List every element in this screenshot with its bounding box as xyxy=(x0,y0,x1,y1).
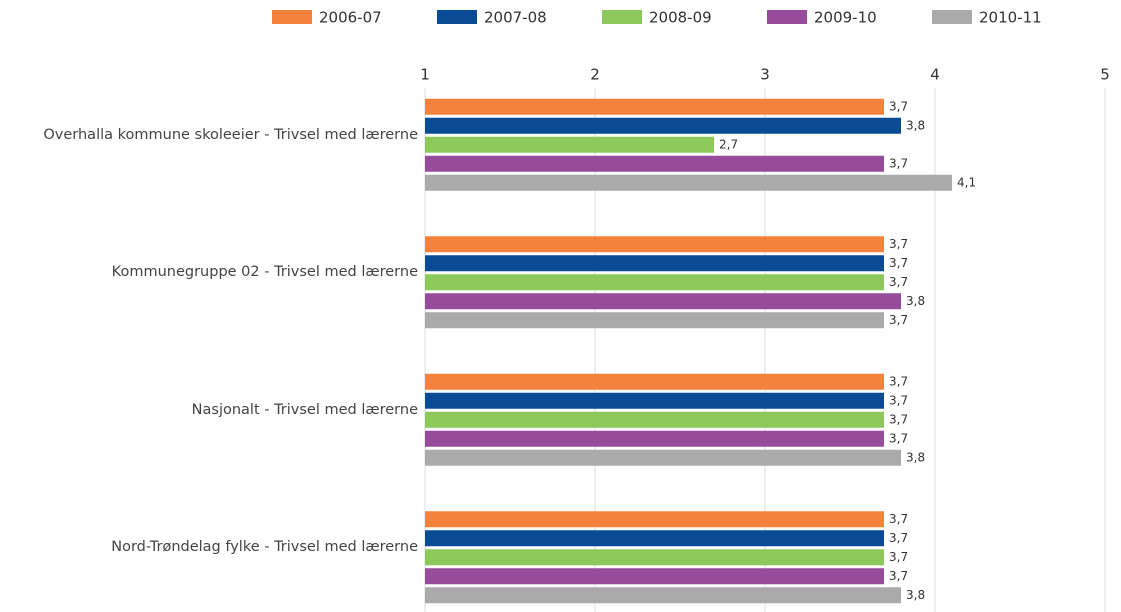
value-label: 3,7 xyxy=(889,393,908,407)
value-label-bg xyxy=(886,412,914,427)
bar xyxy=(425,587,901,604)
legend-label: 2008-09 xyxy=(649,9,712,27)
bar xyxy=(425,411,884,428)
x-tick-label: 2 xyxy=(590,66,600,84)
bar xyxy=(425,568,884,585)
value-label-bg xyxy=(903,450,931,465)
bar xyxy=(425,312,884,329)
bar xyxy=(425,293,901,310)
x-tick-label: 3 xyxy=(760,66,770,84)
bar xyxy=(425,549,884,566)
value-label-bg xyxy=(886,99,914,114)
bar xyxy=(425,430,884,447)
bar xyxy=(425,373,884,390)
value-label-bg xyxy=(716,137,744,152)
legend-swatch xyxy=(272,10,312,24)
value-label: 3,7 xyxy=(889,256,908,270)
value-label: 3,7 xyxy=(889,275,908,289)
value-label-bg xyxy=(954,175,982,190)
legend-swatch xyxy=(932,10,972,24)
value-label-bg xyxy=(886,313,914,328)
legend-label: 2010-11 xyxy=(979,9,1042,27)
value-label-bg xyxy=(886,550,914,565)
bar xyxy=(425,98,884,115)
value-label-bg xyxy=(886,393,914,408)
value-label-bg xyxy=(886,256,914,271)
value-label: 3,7 xyxy=(889,531,908,545)
legend-label: 2006-07 xyxy=(319,9,382,27)
category-label: Nord-Trøndelag fylke - Trivsel med lærer… xyxy=(111,539,418,556)
value-label: 3,7 xyxy=(889,550,908,564)
value-label-bg xyxy=(886,531,914,546)
value-label-bg xyxy=(886,156,914,171)
x-tick-label: 5 xyxy=(1100,66,1110,84)
value-label-bg xyxy=(886,275,914,290)
category-label: Nasjonalt - Trivsel med lærerne xyxy=(191,401,418,418)
bar xyxy=(425,511,884,528)
category-label: Overhalla kommune skoleeier - Trivsel me… xyxy=(43,126,418,143)
value-label-bg xyxy=(903,118,931,133)
value-label-bg xyxy=(886,431,914,446)
value-label: 3,8 xyxy=(906,294,925,308)
bar xyxy=(425,236,884,253)
bar xyxy=(425,255,884,272)
value-label: 3,7 xyxy=(889,374,908,388)
bar xyxy=(425,530,884,547)
bar xyxy=(425,117,901,134)
value-label-bg xyxy=(886,569,914,584)
legend-swatch xyxy=(602,10,642,24)
value-label-bg xyxy=(886,374,914,389)
value-label: 3,7 xyxy=(889,156,908,170)
bar xyxy=(425,155,884,172)
category-label: Kommunegruppe 02 - Trivsel med lærerne xyxy=(111,264,418,281)
bar xyxy=(425,174,952,191)
value-label: 3,7 xyxy=(889,99,908,113)
value-label: 2,7 xyxy=(719,137,738,151)
value-label-bg xyxy=(903,588,931,603)
legend-swatch xyxy=(437,10,477,24)
x-tick-label: 1 xyxy=(420,66,430,84)
value-label-bg xyxy=(886,512,914,527)
value-label: 3,8 xyxy=(906,450,925,464)
value-label: 4,1 xyxy=(957,175,976,189)
legend-label: 2009-10 xyxy=(814,9,877,27)
legend-swatch xyxy=(767,10,807,24)
value-label: 3,7 xyxy=(889,431,908,445)
value-label: 3,7 xyxy=(889,237,908,251)
bar xyxy=(425,392,884,409)
bar xyxy=(425,449,901,466)
value-label: 3,7 xyxy=(889,512,908,526)
bar xyxy=(425,136,714,153)
bar xyxy=(425,274,884,291)
value-label: 3,8 xyxy=(906,588,925,602)
value-label: 3,7 xyxy=(889,313,908,327)
value-label-bg xyxy=(886,237,914,252)
legend-label: 2007-08 xyxy=(484,9,547,27)
value-label: 3,7 xyxy=(889,569,908,583)
value-label: 3,7 xyxy=(889,412,908,426)
x-tick-label: 4 xyxy=(930,66,940,84)
value-label: 3,8 xyxy=(906,118,925,132)
value-label-bg xyxy=(903,294,931,309)
